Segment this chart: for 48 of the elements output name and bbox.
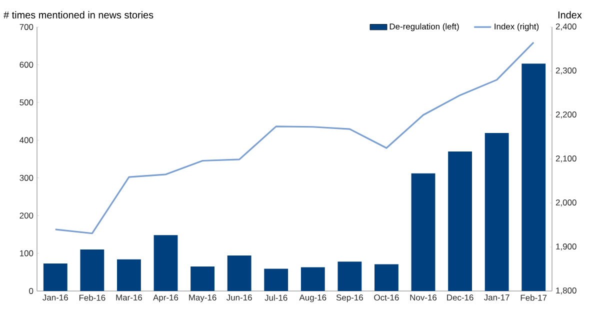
bar <box>374 264 398 291</box>
bar <box>448 151 472 291</box>
bar <box>522 64 546 291</box>
x-tick-label: Feb-17 <box>520 294 547 301</box>
y2-tick-label: 2,400 <box>556 24 576 30</box>
y-tick-label: 100 <box>20 250 34 256</box>
x-tick-label: May-16 <box>189 294 216 302</box>
y-tick-label: 600 <box>20 62 34 68</box>
y2-axis-title: Index <box>558 11 582 18</box>
y2-tick-label: 1,900 <box>556 244 576 250</box>
y-tick-label: 700 <box>20 24 34 30</box>
bar <box>227 256 252 291</box>
y-tick-label: 500 <box>20 99 34 106</box>
bar <box>117 259 141 291</box>
x-tick-label: Feb-16 <box>79 294 106 301</box>
x-tick-label: Apr-16 <box>153 294 178 302</box>
y2-tick-label: 2,100 <box>556 156 576 162</box>
y2-tick-label: 2,000 <box>556 200 576 206</box>
x-tick-label: Nov-16 <box>410 294 437 301</box>
y-tick-label: 200 <box>20 212 34 219</box>
bar <box>411 173 436 291</box>
x-tick-label: Sep-16 <box>336 294 363 302</box>
bar <box>264 268 288 291</box>
bar <box>154 235 178 291</box>
bar <box>80 250 104 291</box>
legend-label: De-regulation (left) <box>390 23 459 32</box>
x-tick-label: Jun-16 <box>226 294 252 301</box>
y-tick-label: 400 <box>20 137 34 144</box>
bar <box>484 132 509 291</box>
y-axis-title: # times mentioned in news stories <box>4 11 154 18</box>
x-tick-label: Mar-16 <box>116 294 142 301</box>
y2-tick-label: 2,300 <box>556 68 576 74</box>
y-tick-label: 0 <box>29 288 34 294</box>
bar <box>338 262 362 291</box>
x-tick-label: Jan-16 <box>42 294 68 301</box>
x-tick-label: Aug-16 <box>299 294 326 302</box>
bar <box>43 263 68 291</box>
legend-label: Index (right) <box>494 23 539 32</box>
x-tick-label: Jan-17 <box>484 294 510 300</box>
x-tick-label: Oct-16 <box>374 294 399 301</box>
y2-tick-label: 2,200 <box>556 112 576 118</box>
y2-tick-label: 1,800 <box>556 288 576 294</box>
line-series <box>54 42 534 234</box>
bar <box>190 266 214 291</box>
x-tick-label: Jul-16 <box>264 294 288 301</box>
bar <box>300 267 325 291</box>
y-tick-label: 300 <box>20 174 34 181</box>
x-tick-label: Dec-16 <box>447 294 474 301</box>
